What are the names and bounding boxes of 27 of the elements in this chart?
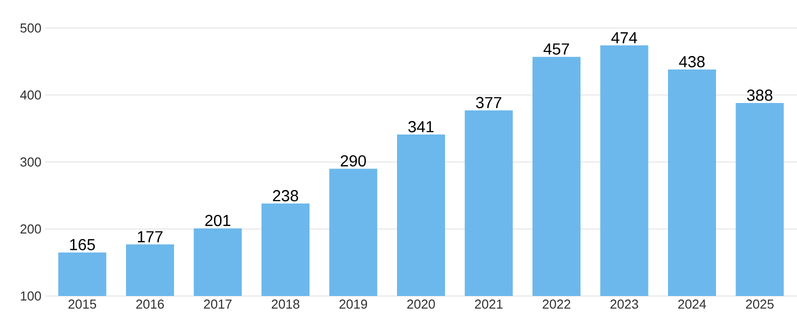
data-label: 341	[408, 121, 434, 132]
x-tick-label: 2018	[272, 300, 300, 309]
y-tick-label: 500	[20, 23, 41, 33]
data-label: 290	[340, 155, 366, 166]
x-tick-label: 2024	[678, 300, 706, 309]
y-tick-label: 400	[20, 90, 41, 100]
x-tick-label: 2023	[610, 300, 638, 309]
data-label: 438	[679, 56, 705, 68]
x-tick-label: 2025	[746, 300, 774, 309]
data-label: 177	[138, 231, 163, 242]
x-tick-label: 2019	[340, 300, 368, 309]
y-tick-label: 100	[20, 291, 41, 301]
data-label: 165	[70, 238, 95, 250]
data-label: 201	[205, 214, 230, 226]
y-tick-label: 300	[20, 157, 41, 167]
data-label: 388	[747, 90, 772, 101]
x-tick-label: 2020	[407, 300, 435, 309]
data-label: 457	[544, 43, 569, 55]
y-tick-label: 200	[20, 224, 41, 234]
x-tick-label: 2016	[136, 300, 164, 309]
x-tick-label: 2017	[204, 300, 232, 309]
data-label: 238	[273, 190, 298, 202]
x-tick-label: 2022	[542, 300, 570, 309]
x-tick-label: 2015	[68, 300, 96, 309]
data-label: 377	[476, 96, 502, 108]
x-tick-label: 2021	[475, 300, 503, 309]
data-label: 474	[611, 32, 638, 44]
